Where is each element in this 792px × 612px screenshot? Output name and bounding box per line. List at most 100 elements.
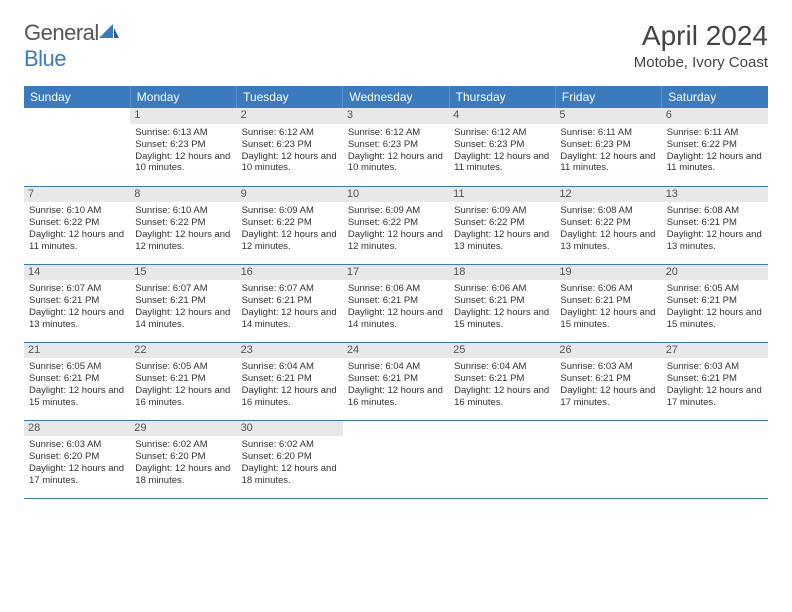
calendar-cell (449, 420, 555, 498)
calendar-cell: 13Sunrise: 6:08 AMSunset: 6:21 PMDayligh… (662, 186, 768, 264)
calendar-week-row: 28Sunrise: 6:03 AMSunset: 6:20 PMDayligh… (24, 420, 768, 498)
sunset-line: Sunset: 6:22 PM (135, 217, 231, 229)
sunset-line: Sunset: 6:21 PM (667, 373, 763, 385)
sunset-line: Sunset: 6:22 PM (29, 217, 125, 229)
sunrise-line: Sunrise: 6:12 AM (454, 127, 550, 139)
calendar-cell (24, 108, 130, 186)
sunrise-line: Sunrise: 6:04 AM (348, 361, 444, 373)
sunrise-line: Sunrise: 6:07 AM (135, 283, 231, 295)
sunset-line: Sunset: 6:21 PM (348, 373, 444, 385)
daylight-line: Daylight: 12 hours and 18 minutes. (242, 463, 338, 487)
daylight-line: Daylight: 12 hours and 10 minutes. (135, 151, 231, 175)
day-number: 14 (24, 265, 130, 281)
calendar-cell (343, 420, 449, 498)
calendar-cell: 24Sunrise: 6:04 AMSunset: 6:21 PMDayligh… (343, 342, 449, 420)
daylight-line: Daylight: 12 hours and 11 minutes. (560, 151, 656, 175)
calendar-cell: 9Sunrise: 6:09 AMSunset: 6:22 PMDaylight… (237, 186, 343, 264)
daylight-line: Daylight: 12 hours and 16 minutes. (454, 385, 550, 409)
day-number: 16 (237, 265, 343, 281)
day-number: 30 (237, 421, 343, 437)
day-header: Saturday (662, 86, 768, 108)
daylight-line: Daylight: 12 hours and 12 minutes. (348, 229, 444, 253)
calendar-cell: 26Sunrise: 6:03 AMSunset: 6:21 PMDayligh… (555, 342, 661, 420)
sunset-line: Sunset: 6:22 PM (454, 217, 550, 229)
day-number: 8 (130, 187, 236, 203)
sunset-line: Sunset: 6:21 PM (667, 295, 763, 307)
daylight-line: Daylight: 12 hours and 10 minutes. (348, 151, 444, 175)
sunrise-line: Sunrise: 6:08 AM (667, 205, 763, 217)
sunset-line: Sunset: 6:21 PM (135, 373, 231, 385)
day-header: Friday (555, 86, 661, 108)
calendar-cell: 12Sunrise: 6:08 AMSunset: 6:22 PMDayligh… (555, 186, 661, 264)
day-number: 20 (662, 265, 768, 281)
daylight-line: Daylight: 12 hours and 14 minutes. (135, 307, 231, 331)
day-number: 2 (237, 108, 343, 124)
calendar-cell: 18Sunrise: 6:06 AMSunset: 6:21 PMDayligh… (449, 264, 555, 342)
calendar-cell: 22Sunrise: 6:05 AMSunset: 6:21 PMDayligh… (130, 342, 236, 420)
daylight-line: Daylight: 12 hours and 10 minutes. (242, 151, 338, 175)
daylight-line: Daylight: 12 hours and 15 minutes. (454, 307, 550, 331)
sunset-line: Sunset: 6:22 PM (348, 217, 444, 229)
sunrise-line: Sunrise: 6:10 AM (29, 205, 125, 217)
sunset-line: Sunset: 6:21 PM (135, 295, 231, 307)
calendar-cell: 21Sunrise: 6:05 AMSunset: 6:21 PMDayligh… (24, 342, 130, 420)
daylight-line: Daylight: 12 hours and 17 minutes. (29, 463, 125, 487)
location: Motobe, Ivory Coast (634, 54, 768, 71)
sunrise-line: Sunrise: 6:03 AM (560, 361, 656, 373)
sunset-line: Sunset: 6:21 PM (560, 373, 656, 385)
day-number: 15 (130, 265, 236, 281)
calendar-cell: 14Sunrise: 6:07 AMSunset: 6:21 PMDayligh… (24, 264, 130, 342)
sunrise-line: Sunrise: 6:09 AM (454, 205, 550, 217)
day-header: Wednesday (343, 86, 449, 108)
calendar-cell: 29Sunrise: 6:02 AMSunset: 6:20 PMDayligh… (130, 420, 236, 498)
logo-text: General Blue (24, 20, 119, 72)
daylight-line: Daylight: 12 hours and 16 minutes. (135, 385, 231, 409)
title-block: April 2024 Motobe, Ivory Coast (634, 20, 768, 71)
sunset-line: Sunset: 6:21 PM (667, 217, 763, 229)
sunset-line: Sunset: 6:21 PM (454, 295, 550, 307)
daylight-line: Daylight: 12 hours and 11 minutes. (667, 151, 763, 175)
calendar-cell: 25 Sunrise: 6:04 AMSunset: 6:21 PMDayligh… (449, 342, 555, 420)
daylight-line: Daylight: 12 hours and 12 minutes. (242, 229, 338, 253)
month-title: April 2024 (634, 20, 768, 52)
daylight-line: Daylight: 12 hours and 11 minutes. (29, 229, 125, 253)
calendar-cell: 6Sunrise: 6:11 AMSunset: 6:22 PMDaylight… (662, 108, 768, 186)
day-number: 4 (449, 108, 555, 124)
sunrise-line: Sunrise: 6:06 AM (560, 283, 656, 295)
sunrise-line: Sunrise: 6:05 AM (29, 361, 125, 373)
day-number: 11 (449, 187, 555, 203)
daylight-line: Daylight: 12 hours and 16 minutes. (348, 385, 444, 409)
sunset-line: Sunset: 6:21 PM (242, 373, 338, 385)
day-number: 21 (24, 343, 130, 359)
calendar-cell: 17Sunrise: 6:06 AMSunset: 6:21 PMDayligh… (343, 264, 449, 342)
calendar-body: 1Sunrise: 6:13 AMSunset: 6:23 PMDaylight… (24, 108, 768, 498)
sunrise-line: Sunrise: 6:07 AM (29, 283, 125, 295)
day-number: 7 (24, 187, 130, 203)
daylight-line: Daylight: 12 hours and 13 minutes. (454, 229, 550, 253)
calendar-week-row: 1Sunrise: 6:13 AMSunset: 6:23 PMDaylight… (24, 108, 768, 186)
sunrise-line: Sunrise: 6:08 AM (560, 205, 656, 217)
sunrise-line: Sunrise: 6:07 AM (242, 283, 338, 295)
day-header: Sunday (24, 86, 130, 108)
sunset-line: Sunset: 6:23 PM (135, 139, 231, 151)
day-number: 29 (130, 421, 236, 437)
calendar-cell: 30Sunrise: 6:02 AMSunset: 6:20 PMDayligh… (237, 420, 343, 498)
day-number: 26 (555, 343, 661, 359)
sunrise-line: Sunrise: 6:04 AM (454, 361, 550, 373)
day-header: Thursday (449, 86, 555, 108)
sunrise-line: Sunrise: 6:03 AM (667, 361, 763, 373)
sunset-line: Sunset: 6:21 PM (454, 373, 550, 385)
calendar-cell: 2Sunrise: 6:12 AMSunset: 6:23 PMDaylight… (237, 108, 343, 186)
calendar-cell: 27Sunrise: 6:03 AMSunset: 6:21 PMDayligh… (662, 342, 768, 420)
sunrise-line: Sunrise: 6:05 AM (135, 361, 231, 373)
day-number: 25 (449, 343, 555, 359)
daylight-line: Daylight: 12 hours and 11 minutes. (454, 151, 550, 175)
daylight-line: Daylight: 12 hours and 15 minutes. (560, 307, 656, 331)
daylight-line: Daylight: 12 hours and 13 minutes. (29, 307, 125, 331)
sunrise-line: Sunrise: 6:04 AM (242, 361, 338, 373)
sunrise-line: Sunrise: 6:11 AM (667, 127, 763, 139)
sunrise-line: Sunrise: 6:05 AM (667, 283, 763, 295)
calendar-cell: 15 Sunrise: 6:07 AMSunset: 6:21 PMDayligh… (130, 264, 236, 342)
day-header: Monday (130, 86, 236, 108)
calendar-cell: 19Sunrise: 6:06 AMSunset: 6:21 PMDayligh… (555, 264, 661, 342)
